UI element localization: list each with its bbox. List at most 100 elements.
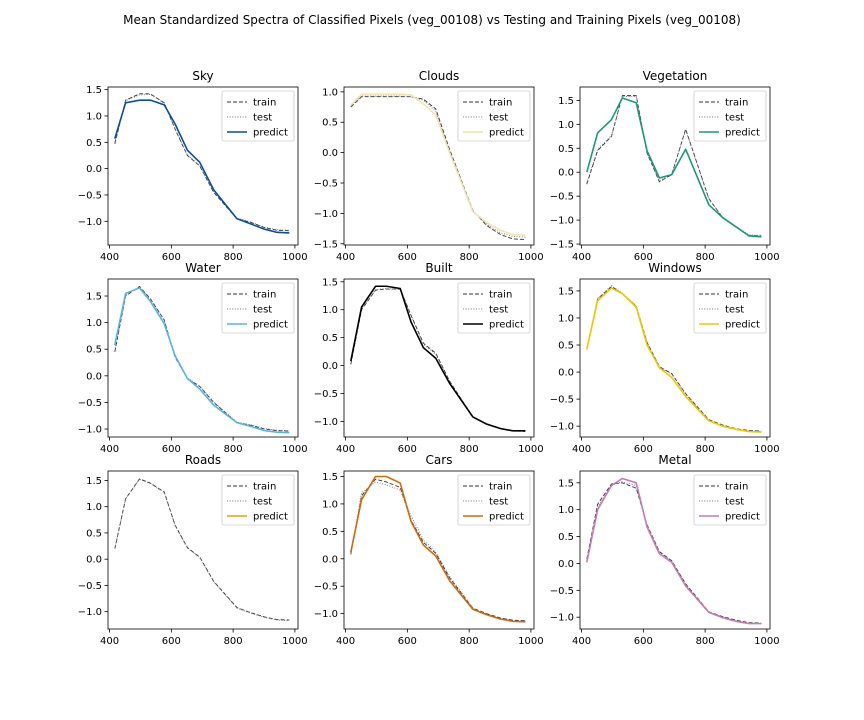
y-tick-label: −0.5	[78, 398, 102, 409]
subplot-water: Water 400 600 800 1000 −1.0 −0.5 0.0 0.5 1.0 1.5 tr…	[78, 261, 308, 455]
y-tick-label: 0.5	[558, 532, 574, 543]
x-tick-label: 400	[100, 252, 119, 263]
y-tick-label: 0.5	[558, 341, 574, 352]
series-line-predict	[586, 477, 762, 625]
legend-label-predict: predict	[725, 128, 760, 139]
x-tick-label: 800	[224, 252, 243, 263]
y-tick-label: −1.5	[314, 239, 338, 250]
y-tick-label: −0.5	[314, 582, 338, 593]
x-tick-label: 600	[162, 252, 181, 263]
subplot-title: Metal	[658, 453, 691, 467]
legend-box	[693, 282, 767, 334]
y-tick-label: 0.0	[86, 164, 102, 175]
legend-label-train: train	[253, 290, 276, 301]
legend: train test predict	[457, 474, 531, 526]
legend-box	[693, 474, 767, 526]
legend: train test predict	[693, 90, 767, 142]
y-tick-label: 0.0	[322, 148, 338, 159]
subplot-title: Built	[425, 261, 453, 275]
series-line-train	[350, 478, 526, 622]
x-tick-label: 1000	[754, 636, 779, 647]
y-tick-label: 1.0	[86, 502, 102, 513]
y-tick-label: −1.0	[550, 216, 574, 227]
legend: train test predict	[221, 282, 295, 334]
series-line-predict	[350, 93, 526, 237]
subplot-sky: Sky 400 600 800 1000 −1.0 −0.5 0.0 0.5 1.0 1.5 trai…	[78, 69, 308, 263]
legend-box	[457, 474, 531, 526]
x-tick-label: 600	[398, 252, 417, 263]
y-tick-label: −1.5	[550, 240, 574, 251]
subplot-title: Vegetation	[643, 69, 708, 83]
x-tick-label: 400	[100, 636, 119, 647]
subplot-title: Windows	[648, 261, 702, 275]
y-tick-label: −0.5	[314, 179, 338, 190]
subplot-vegetation: Vegetation 400 600 800 1000 −1.5 −1.0 −0.5 0.0 0.…	[550, 69, 780, 263]
legend-label-test: test	[253, 113, 272, 124]
y-tick-label: 1.0	[558, 505, 574, 516]
x-tick-label: 400	[336, 252, 355, 263]
legend: train test predict	[457, 90, 531, 142]
axes-frame	[579, 278, 771, 438]
y-tick-label: 1.5	[86, 476, 102, 487]
x-tick-label: 400	[100, 444, 119, 455]
y-tick-label: 0.5	[86, 528, 102, 539]
x-tick-label: 800	[696, 444, 715, 455]
y-tick-label: 1.0	[322, 499, 338, 510]
legend-box	[457, 90, 531, 142]
subplot-title: Clouds	[419, 69, 460, 83]
series-line-test	[586, 481, 762, 625]
legend-label-predict: predict	[725, 320, 760, 331]
legend-label-test: test	[253, 305, 272, 316]
y-tick-label: −1.0	[314, 609, 338, 620]
y-tick-label: −1.0	[550, 613, 574, 624]
legend-label-test: test	[489, 305, 508, 316]
y-tick-label: 1.0	[322, 87, 338, 98]
y-tick-label: 0.0	[322, 361, 338, 372]
series-line-test	[114, 93, 290, 231]
legend-label-predict: predict	[489, 320, 524, 331]
series-line-predict	[350, 475, 526, 623]
y-tick-label: 1.5	[322, 472, 338, 483]
y-tick-label: 0.0	[86, 555, 102, 566]
y-tick-label: 0.5	[558, 144, 574, 155]
x-tick-label: 800	[460, 636, 479, 647]
subplot-title: Water	[185, 261, 221, 275]
x-tick-label: 800	[224, 636, 243, 647]
legend-label-predict: predict	[253, 512, 288, 523]
y-tick-label: 0.5	[322, 118, 338, 129]
legend-label-test: test	[253, 497, 272, 508]
axes-frame	[343, 278, 535, 438]
legend-label-predict: predict	[489, 512, 524, 523]
x-tick-label: 400	[572, 252, 591, 263]
legend-label-train: train	[489, 98, 512, 109]
y-tick-label: 1.0	[558, 120, 574, 131]
subplot-roads: Roads 400 600 800 1000 −1.0 −0.5 0.0 0.5 1.0 1.5 tr…	[78, 453, 308, 647]
y-tick-label: 1.5	[558, 286, 574, 297]
legend-label-train: train	[725, 98, 748, 109]
x-tick-label: 800	[460, 444, 479, 455]
axes-frame	[107, 86, 299, 246]
y-tick-label: 0.0	[558, 559, 574, 570]
x-tick-label: 400	[572, 444, 591, 455]
subplot-title: Roads	[185, 453, 221, 467]
series-line-predict	[350, 285, 526, 432]
series-line-train	[114, 93, 290, 232]
y-tick-label: 0.5	[322, 527, 338, 538]
x-tick-label: 1000	[518, 444, 543, 455]
legend-label-predict: predict	[253, 128, 288, 139]
y-tick-label: −0.5	[314, 389, 338, 400]
series-line-predict	[114, 99, 290, 234]
subplot-metal: Metal 400 600 800 1000 −1.0 −0.5 0.0 0.5 1.0 1.5 tr…	[550, 453, 780, 647]
legend: train test predict	[457, 282, 531, 334]
legend-label-test: test	[489, 497, 508, 508]
x-tick-label: 400	[572, 636, 591, 647]
legend: train test predict	[221, 90, 295, 142]
legend-label-predict: predict	[253, 320, 288, 331]
x-tick-label: 400	[336, 636, 355, 647]
legend-box	[693, 90, 767, 142]
series-line-train	[114, 286, 290, 432]
legend-label-test: test	[725, 497, 744, 508]
series-line-predict	[586, 287, 762, 433]
axes-frame	[343, 86, 535, 246]
